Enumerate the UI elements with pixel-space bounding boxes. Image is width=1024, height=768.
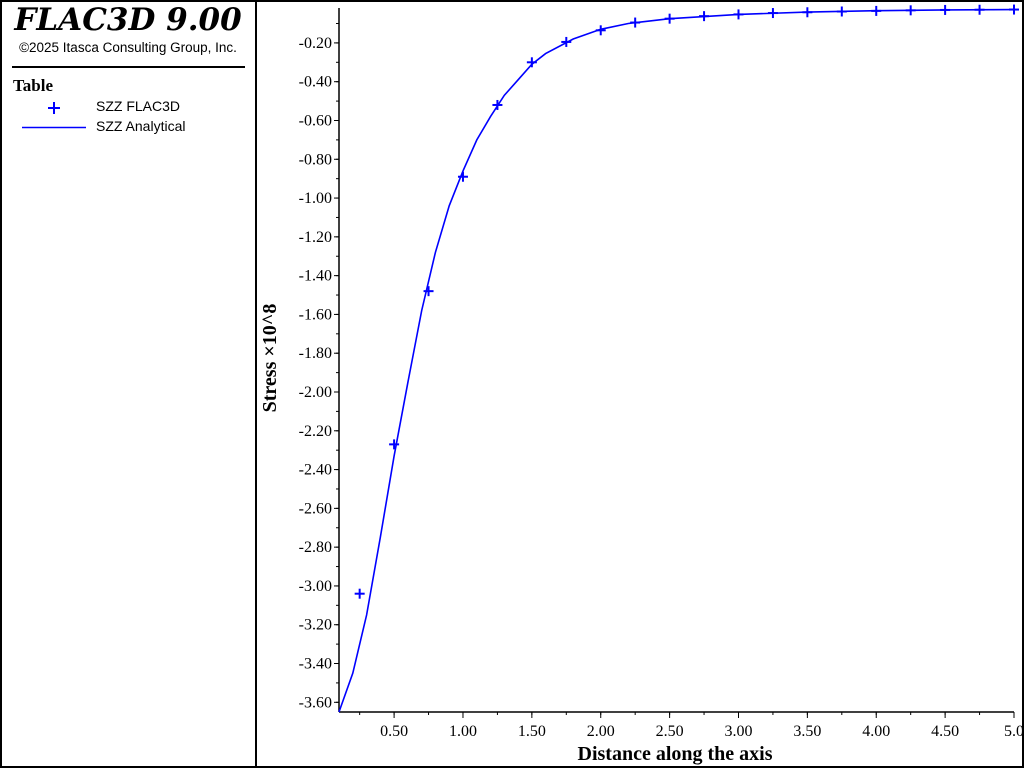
y-tick-label: -2.20 <box>299 423 332 440</box>
data-point-plus <box>699 11 710 22</box>
x-tick-label: 4.50 <box>931 723 959 740</box>
y-tick-label: -0.40 <box>299 74 332 91</box>
y-tick-label: -2.40 <box>299 462 332 479</box>
data-point-plus <box>940 4 951 15</box>
y-axis-ticks: -0.20 -0.40 -0.60 -0.80 -1.00 -1.20 -1.40 -1.60… <box>299 23 339 711</box>
data-point-plus <box>871 5 882 16</box>
data-point-plus <box>767 8 778 19</box>
copyright-text: ©2025 Itasca Consulting Group, Inc. <box>19 40 237 55</box>
x-tick-label: 1.00 <box>449 723 477 740</box>
y-tick-label: -3.00 <box>299 578 332 595</box>
y-tick-label: -1.40 <box>299 268 332 285</box>
data-point-plus <box>561 36 572 47</box>
y-tick-label: -3.60 <box>299 694 332 711</box>
x-tick-label: 3.00 <box>724 723 752 740</box>
data-point-plus <box>1009 4 1019 15</box>
y-tick-label: -3.40 <box>299 656 332 673</box>
data-point-plus <box>526 57 537 68</box>
data-point-plus <box>733 9 744 20</box>
legend-title: Table <box>13 76 54 95</box>
data-point-plus <box>389 439 400 450</box>
data-point-plus <box>492 99 503 110</box>
x-tick-label: 4.00 <box>862 723 890 740</box>
y-tick-label: -0.20 <box>299 35 332 52</box>
y-tick-label: -1.80 <box>299 345 332 362</box>
x-tick-label: 2.50 <box>656 723 684 740</box>
y-tick-label: -1.60 <box>299 306 332 323</box>
data-point-plus <box>802 7 813 18</box>
y-tick-label: -3.20 <box>299 617 332 634</box>
legend-plus-icon <box>48 102 60 114</box>
y-tick-label: -1.00 <box>299 190 332 207</box>
data-point-plus <box>905 5 916 16</box>
y-tick-label: -0.80 <box>299 151 332 168</box>
y-axis-label: Stress ×10^8 <box>259 304 281 413</box>
series-szz-analytical <box>338 8 1015 713</box>
y-tick-label: -1.20 <box>299 229 332 246</box>
y-tick-label: -0.60 <box>299 112 332 129</box>
x-tick-label: 3.50 <box>793 723 821 740</box>
data-point-plus <box>630 17 641 28</box>
x-tick-label: 0.50 <box>380 723 408 740</box>
y-tick-label: -2.00 <box>299 384 332 401</box>
x-tick-label: 1.50 <box>518 723 546 740</box>
x-axis-ticks: 0.50 1.00 1.50 2.00 2.50 3.00 3.50 4.00 4.50 5.0 <box>359 712 1024 740</box>
x-axis-label: Distance along the axis <box>578 743 773 765</box>
x-tick-label: 2.00 <box>587 723 615 740</box>
legend-label-szz-flac3d: SZZ FLAC3D <box>96 98 181 114</box>
y-tick-label: -2.80 <box>299 539 332 556</box>
chart-axes <box>338 8 1014 713</box>
legend-label-szz-analytical: SZZ Analytical <box>96 118 186 134</box>
data-point-plus <box>595 25 606 36</box>
data-point-plus <box>457 171 468 182</box>
x-tick-label: 5.0 <box>1004 723 1024 740</box>
data-point-plus <box>423 286 434 297</box>
y-tick-label: -2.60 <box>299 500 332 517</box>
data-point-plus <box>664 13 675 24</box>
data-point-plus <box>354 588 365 599</box>
data-point-plus <box>836 6 847 17</box>
app-title: FLAC3D 9.00 <box>14 2 242 38</box>
legend-line-icon <box>22 126 86 129</box>
data-point-plus <box>974 4 985 15</box>
series-szz-flac3d <box>354 4 1019 599</box>
series-line-szz-analytical <box>338 8 1015 713</box>
